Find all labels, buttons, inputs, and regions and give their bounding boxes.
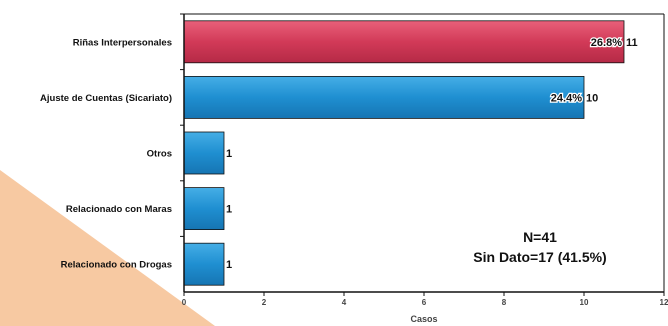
value-label-4: 1 (226, 259, 232, 271)
bar-0 (183, 20, 625, 64)
category-label-0: Riñas Interpersonales (73, 37, 172, 48)
bars-layer (183, 20, 625, 286)
percent-label-1: 24.4% (551, 92, 582, 104)
value-label-0: 11 (626, 37, 638, 49)
x-tick-label-4: 8 (502, 298, 507, 307)
bar-3 (183, 187, 225, 231)
category-label-3: Relacionado con Maras (66, 204, 172, 215)
category-label-1: Ajuste de Cuentas (Sicariato) (40, 93, 172, 104)
x-tick-label-6: 12 (660, 298, 668, 307)
bar-4 (183, 242, 225, 286)
category-label-4: Relacionado con Drogas (61, 260, 172, 271)
x-axis-title: Casos (410, 314, 437, 324)
value-label-3: 1 (226, 204, 232, 216)
ticks-layer: 0 2 4 6 8 10 12 (182, 292, 668, 307)
x-tick-label-0: 0 (182, 298, 187, 307)
x-tick-label-5: 10 (580, 298, 589, 307)
x-tick-label-3: 6 (422, 298, 427, 307)
decorative-triangle (0, 170, 215, 326)
x-tick-label-2: 4 (342, 298, 347, 307)
value-label-2: 1 (226, 148, 232, 160)
annotation-n-total: N=41 (523, 229, 557, 245)
category-label-2: Otros (147, 149, 172, 160)
bar-2 (183, 131, 225, 175)
annotation-sin-dato: Sin Dato=17 (41.5%) (473, 249, 606, 265)
percent-label-0: 26.8% (591, 37, 622, 49)
bar-1 (183, 76, 585, 119)
x-tick-label-1: 2 (262, 298, 267, 307)
value-label-1: 10 (586, 92, 598, 104)
